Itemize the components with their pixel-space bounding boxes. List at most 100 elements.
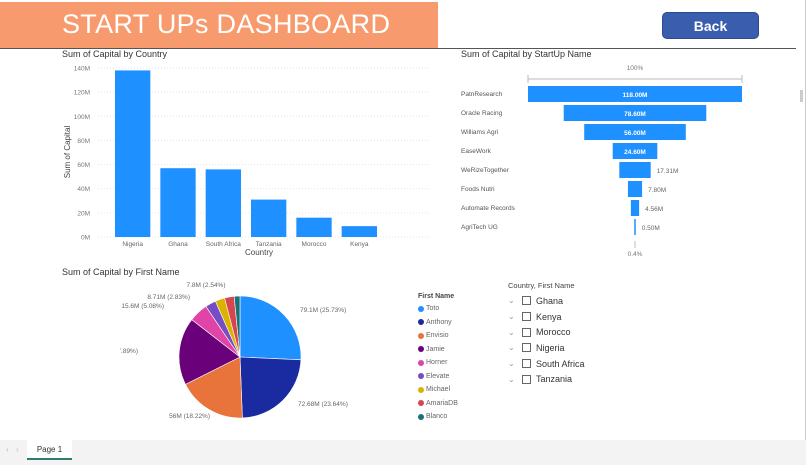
y-tick-label: 80M [77,138,90,145]
x-tick-label: Morocco [302,241,327,248]
checkbox[interactable] [522,327,531,337]
funnel-bottom-label: 0.4% [628,251,643,258]
back-button[interactable]: Back [662,12,759,39]
funnel-bar [630,200,640,216]
chevron-down-icon[interactable]: ⌄ [508,374,515,384]
bar-morocco [296,217,332,237]
y-tick-label: 40M [77,186,90,193]
funnel-data-label: 24.60M [624,149,646,156]
report-canvas: START UPs DASHBOARD Back Sum of Capital … [0,0,806,440]
country-slicer: Country, First Name ⌄ Ghana ⌄ Kenya ⌄ Morocco… [508,281,585,387]
checkbox[interactable] [522,359,531,369]
slicer-item-label: South Africa [536,358,585,369]
pie-chart: 79.1M (25.73%) 72.68M (23.64%) 56M (18.22%… [120,282,348,420]
legend-label: Envisio [426,332,449,340]
legend-item[interactable]: Michael [418,383,458,397]
funnel-category-label: Automate Records [461,205,516,212]
funnel-category-label: AgriTech UG [461,224,498,231]
y-tick-label: 140M [74,66,90,73]
funnel-category-label: Williams Agri [461,129,498,136]
pie-slice-blanco [233,295,241,358]
legend-dot-icon [418,332,424,339]
bar-tanzania [251,199,287,237]
y-tick-label: 100M [74,114,90,121]
legend-dot-icon [418,413,424,420]
legend-item[interactable]: Blanco [418,410,458,424]
pie-slice-envisio [185,356,243,419]
legend-label: Horner [426,359,448,367]
funnel-data-label: 118.00M [623,92,648,99]
checkbox[interactable] [522,343,531,353]
checkbox[interactable] [522,296,531,306]
x-tick-label: South Africa [206,241,241,248]
x-tick-label: Tanzania [256,241,282,248]
funnel-data-label: 17.31M [657,168,679,175]
funnel-data-label: 0.50M [642,225,660,232]
legend-item[interactable]: Anthony [418,316,458,330]
dashboard-title: START UPs DASHBOARD [62,9,391,39]
legend-label: Jamie [426,345,445,353]
checkbox[interactable] [522,312,531,322]
slicer-item[interactable]: ⌄ South Africa [508,356,585,372]
pie-chart-title: Sum of Capital by First Name [62,267,180,277]
legend-dot-icon [418,305,424,312]
tab-page-1[interactable]: Page 1 [27,440,72,460]
slicer-item-label: Tanzania [536,374,573,385]
slicer-item[interactable]: ⌄ Morocco [508,324,585,340]
title-banner: START UPs DASHBOARD [0,2,438,48]
slicer-item[interactable]: ⌄ Tanzania [508,371,585,387]
legend-item[interactable]: Jamie [418,343,458,357]
legend-dot-icon [418,400,424,407]
funnel-top-label: 100% [627,65,644,72]
funnel-category-label: PatnResearch [461,91,503,98]
legend-item[interactable]: Envisio [418,329,458,343]
chevron-down-icon[interactable]: ⌄ [508,343,515,353]
legend-dot-icon [418,373,424,380]
funnel-chart-title: Sum of Capital by StartUp Name [461,49,592,59]
slicer-item-label: Ghana [536,295,564,306]
x-tick-label: Kenya [350,241,369,248]
scrollbar[interactable] [800,90,803,102]
next-page-icon[interactable]: › [16,445,19,454]
chevron-down-icon[interactable]: ⌄ [508,359,515,369]
y-tick-label: 120M [74,90,90,97]
pie-data-label: 7.8M (2.54%) [186,282,225,289]
slicer-item[interactable]: ⌄ Nigeria [508,340,585,356]
funnel-bar [619,162,651,178]
pie-slice-anthony [239,356,302,419]
legend-dot-icon [418,359,424,366]
checkbox[interactable] [522,374,531,384]
pie-data-label: 15.6M (5.08%) [121,303,164,310]
divider [0,48,796,49]
slicer-item-label: Morocco [536,327,571,338]
chevron-down-icon[interactable]: ⌄ [508,327,515,337]
legend-dot-icon [418,346,424,353]
bar-ghana [160,168,196,237]
funnel-data-label: 56.00M [624,130,646,137]
slicer-item-label: Nigeria [536,342,565,353]
slicer-item[interactable]: ⌄ Ghana [508,293,585,309]
legend-item[interactable]: Toto [418,302,458,316]
funnel-category-label: Foods Nutri [461,186,495,193]
chevron-down-icon[interactable]: ⌄ [508,296,515,306]
x-tick-label: Ghana [168,241,188,248]
chevron-down-icon[interactable]: ⌄ [508,312,515,322]
legend-label: Blanco [426,413,448,421]
bar-south-africa [205,169,241,237]
legend-item[interactable]: Elevate [418,370,458,384]
y-tick-label: 20M [77,210,90,217]
legend-item[interactable]: Horner [418,356,458,370]
funnel-chart: 100% PatnResearch 118.00M Oracle Racing 78.6… [461,65,743,258]
bar-nigeria [115,70,151,238]
legend-label: Toto [426,305,440,313]
prev-page-icon[interactable]: ‹ [6,445,9,454]
y-tick-label: 0M [81,235,90,242]
page-tabs-bar [0,440,806,465]
pie-data-label: 55M (17.89%) [120,348,138,355]
funnel-bar [612,143,658,159]
pie-data-label: 79.1M (25.73%) [300,307,346,314]
funnel-bar [563,105,707,121]
legend-item[interactable]: AmariaDB [418,397,458,411]
bar-chart: 0M 20M 40M 60M 80M 100M 120M 140M Nigeria Ghana So… [63,66,430,257]
slicer-item[interactable]: ⌄ Kenya [508,309,585,325]
